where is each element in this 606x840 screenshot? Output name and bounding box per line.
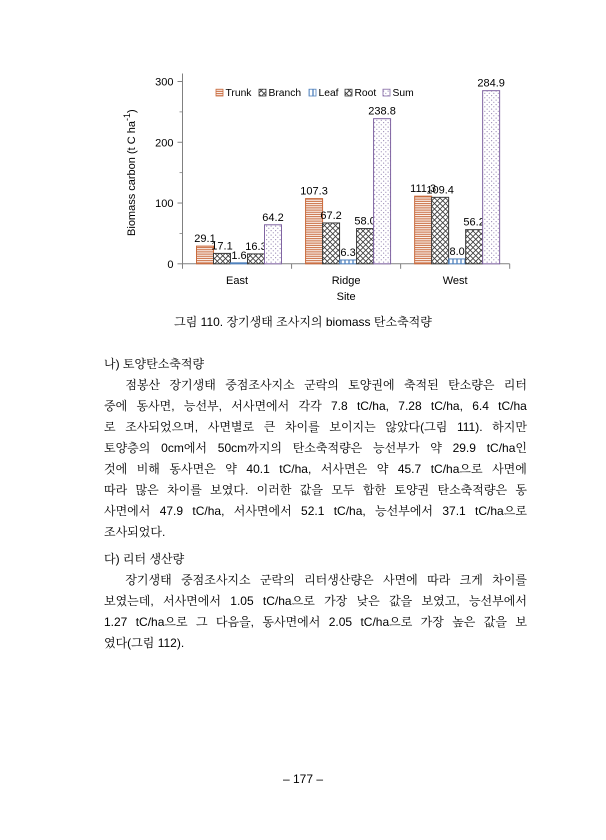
svg-text:16.3: 16.3 bbox=[245, 241, 266, 253]
svg-text:Leaf: Leaf bbox=[319, 88, 339, 99]
svg-text:56.2: 56.2 bbox=[463, 217, 484, 229]
svg-text:284.9: 284.9 bbox=[477, 78, 505, 90]
svg-text:238.8: 238.8 bbox=[368, 106, 396, 118]
svg-text:Branch: Branch bbox=[269, 88, 302, 99]
svg-text:100: 100 bbox=[155, 198, 173, 210]
svg-text:107.3: 107.3 bbox=[300, 186, 328, 198]
svg-text:Root: Root bbox=[355, 88, 377, 99]
svg-text:67.2: 67.2 bbox=[320, 210, 341, 222]
svg-text:300: 300 bbox=[155, 77, 173, 89]
svg-text:200: 200 bbox=[155, 137, 173, 149]
svg-text:East: East bbox=[226, 275, 248, 287]
svg-text:Trunk: Trunk bbox=[226, 88, 253, 99]
svg-text:6.3: 6.3 bbox=[340, 247, 355, 259]
svg-text:58.0: 58.0 bbox=[354, 216, 375, 228]
svg-text:109.4: 109.4 bbox=[426, 184, 454, 196]
svg-text:17.1: 17.1 bbox=[211, 240, 232, 252]
svg-text:8.0: 8.0 bbox=[449, 246, 464, 258]
svg-text:0: 0 bbox=[167, 259, 173, 271]
svg-text:Ridge: Ridge bbox=[332, 275, 361, 287]
svg-text:Site: Site bbox=[337, 291, 356, 303]
svg-text:64.2: 64.2 bbox=[262, 212, 283, 224]
svg-text:Sum: Sum bbox=[393, 88, 414, 99]
svg-text:Biomass carbon (t C ha-1): Biomass carbon (t C ha-1) bbox=[122, 109, 138, 236]
svg-text:West: West bbox=[443, 275, 468, 287]
